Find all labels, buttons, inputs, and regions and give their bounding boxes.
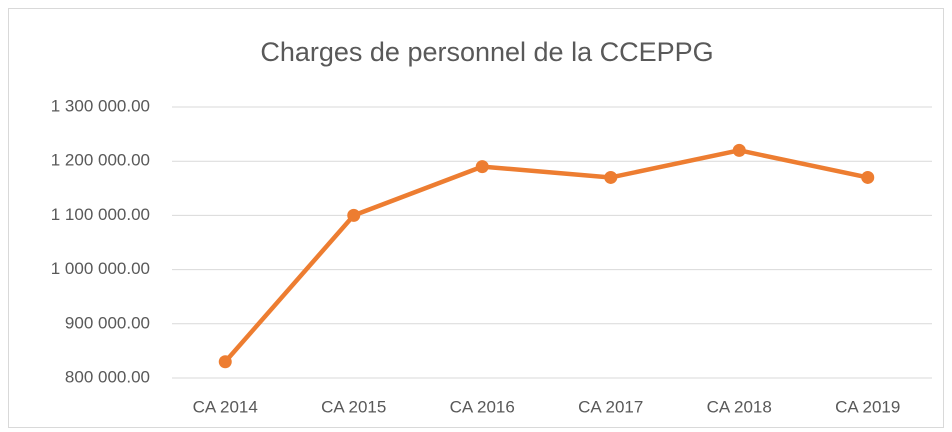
y-tick-label: 800 000.00 <box>65 367 150 386</box>
y-tick-label: 1 000 000.00 <box>51 259 150 278</box>
y-tick-label: 1 200 000.00 <box>51 151 150 170</box>
x-tick-label: CA 2014 <box>193 397 258 416</box>
x-tick-label: CA 2017 <box>578 397 643 416</box>
x-tick-label: CA 2015 <box>321 397 386 416</box>
point <box>347 208 361 222</box>
x-tick-label: CA 2016 <box>450 397 515 416</box>
y-tick-label: 900 000.00 <box>65 313 150 332</box>
point <box>604 170 618 184</box>
chart-title: Charges de personnel de la CCEPPG <box>260 37 713 67</box>
x-tick-label: CA 2018 <box>707 397 772 416</box>
point <box>475 160 489 174</box>
line <box>223 148 869 364</box>
chart-border <box>8 8 944 428</box>
point <box>861 170 875 184</box>
y-tick-label: 1 300 000.00 <box>51 96 150 115</box>
x-tick-label: CA 2019 <box>835 397 900 416</box>
y-tick-label: 1 100 000.00 <box>51 205 150 224</box>
point <box>732 143 746 157</box>
point <box>218 355 232 369</box>
